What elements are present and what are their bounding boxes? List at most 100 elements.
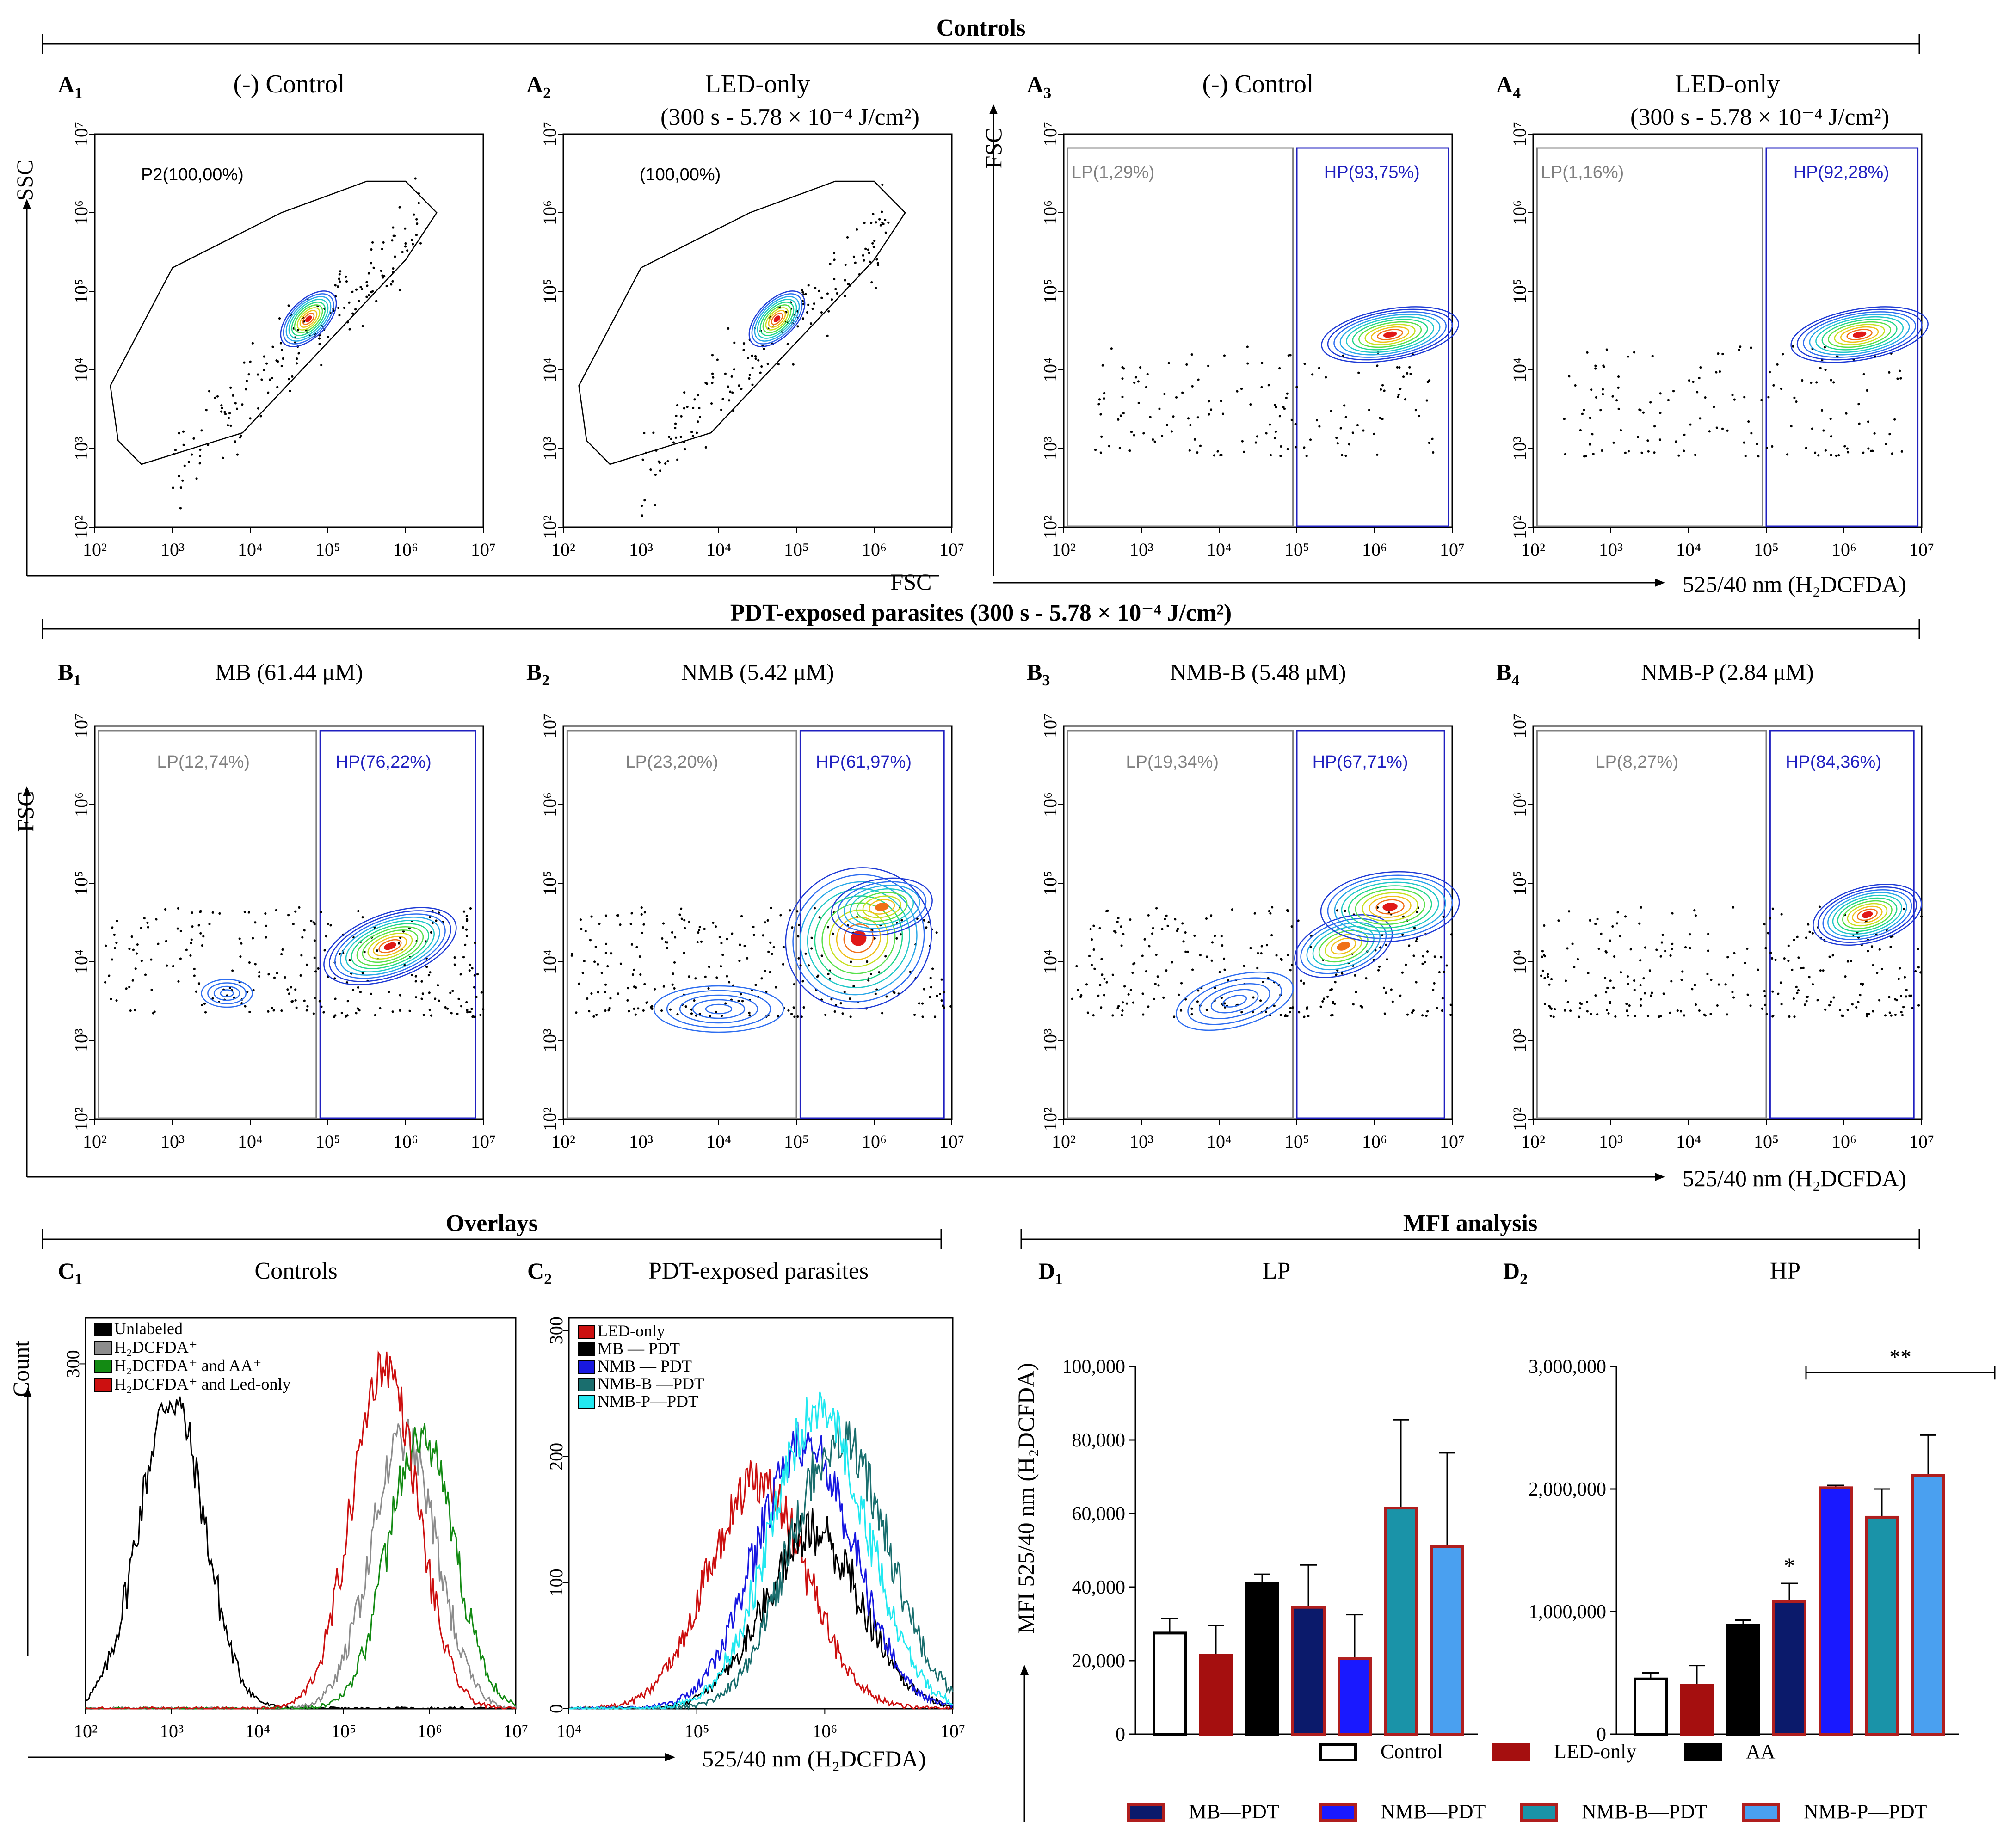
panel-A1-events-event <box>271 345 274 348</box>
panel-A3-events-event <box>1426 381 1429 383</box>
panel-B4-events-event <box>1594 923 1597 925</box>
panel-B4-events-event <box>1793 938 1795 941</box>
panel-A1-events-event <box>297 352 300 355</box>
panel-B1-events-event <box>150 988 153 991</box>
panel-A3-events-event <box>1325 376 1327 379</box>
panel-A2-events-event <box>674 422 677 425</box>
panel-B1-xtick-label: 10⁵ <box>315 1131 340 1152</box>
panel-A1-events-event <box>220 410 223 413</box>
panel-B3-events-event <box>1090 964 1093 966</box>
panel-B2-events-event <box>867 979 870 982</box>
panel-A2-events-event <box>868 252 870 254</box>
panel-B1-density-contour-0 <box>201 979 253 1008</box>
panel-B2-events-event <box>642 1009 645 1012</box>
panel-B1-events-event <box>238 937 241 940</box>
panel-B2-events-event <box>782 946 785 948</box>
panel-A2-events-event <box>683 441 685 443</box>
panel-B3-events-event <box>1265 944 1268 947</box>
panel-A2-events-event <box>733 368 735 371</box>
panel-A3-events-event <box>1428 442 1430 444</box>
panel-B1-events-event <box>327 922 329 925</box>
panel-A3-events-event <box>1117 418 1120 421</box>
panel-B1-events-event <box>345 981 349 984</box>
panel-B1-events-event <box>303 999 306 1002</box>
panel-B1-ytick-label: 10³ <box>71 1028 92 1052</box>
panel-B2-events-event <box>923 919 925 922</box>
panel-A1-density-contour-level <box>285 296 332 342</box>
panel-A3-events-event <box>1418 414 1420 418</box>
panel-A3-density-contour-level <box>1358 321 1422 348</box>
panel-B2-ytick-label: 10⁵ <box>539 871 560 896</box>
panel-A2-events-event <box>870 222 873 224</box>
panel-A2-events-event <box>876 262 879 265</box>
panel-B4-events-event <box>1769 917 1771 920</box>
panel-B4-events-event <box>1695 1003 1697 1006</box>
panel-B3-events-event <box>1089 928 1092 930</box>
panel-B2-events-event <box>590 992 593 995</box>
panel-A1-events-event <box>220 404 223 407</box>
panel-B3-events-event <box>1214 935 1216 937</box>
panel-A2-events-event <box>844 264 847 266</box>
panel-B4-events-event <box>1611 925 1614 928</box>
panel-B1-events-event <box>199 911 202 913</box>
panel-A1-label-letter: A <box>58 72 74 98</box>
panel-A1-events-event <box>417 202 420 204</box>
panel-B1-density-contour-1-level <box>378 939 402 954</box>
panel-A3-density-contour-level <box>1377 329 1403 340</box>
panel-B3-events-event <box>1097 994 1100 997</box>
panel-A3-xtick-label: 10⁷ <box>1440 539 1465 560</box>
panel-B4-events-event <box>1620 971 1622 974</box>
panel-A1-events-event <box>418 192 420 195</box>
panel-B4-events-event <box>1867 950 1869 953</box>
panel-B3-events-event <box>1210 914 1213 917</box>
panel-B3-density-contour-2-level <box>1375 899 1405 915</box>
panel-B3-events-event <box>1173 1015 1176 1018</box>
panel-A4-density-contour-level <box>1803 311 1916 358</box>
panel-B3-events-event <box>1113 930 1116 933</box>
panel-B2-events-event <box>874 992 877 995</box>
panel-B3-ytick-label: 10² <box>1040 1107 1060 1131</box>
panel-A3-events-event <box>1189 424 1192 426</box>
panel-B1-events <box>104 906 485 1018</box>
panel-A4-events-event <box>1579 429 1582 432</box>
panel-C2-legend-swatch-1 <box>578 1342 595 1356</box>
panel-A2-events-event <box>712 376 715 379</box>
panel-A1-events-event <box>278 317 281 320</box>
panel-A4-xtick-label: 10⁵ <box>1754 539 1779 560</box>
panel-B2-events-event <box>921 1002 924 1005</box>
legend-D-swatch-2 <box>1684 1743 1722 1761</box>
panel-A4-frame <box>1532 133 1923 528</box>
panel-D1-bar-6 <box>1430 1545 1464 1736</box>
panel-C2-xtick-label: 10⁴ <box>556 1721 581 1742</box>
panel-A4-events-event <box>1694 454 1697 456</box>
panel-B2-events-event <box>743 944 746 948</box>
panel-B1-events-event <box>333 977 336 980</box>
panel-A4-events-event <box>1688 379 1690 382</box>
panel-A2-events-event <box>727 399 731 402</box>
panel-B4-label-sub: 4 <box>1511 672 1519 689</box>
panel-B2-events-event <box>740 915 743 917</box>
panel-A2-events-event <box>676 404 679 406</box>
panel-A4-density-contour-level <box>1809 314 1910 356</box>
panel-B4-events-event <box>1914 970 1917 973</box>
panel-B2-density-contour-1-level <box>807 888 910 989</box>
panel-B1-events-event <box>176 927 179 930</box>
panel-B3-events-event <box>1378 965 1381 968</box>
panel-B2-events-event <box>695 1014 697 1017</box>
panel-A3-events-event <box>1278 415 1281 418</box>
panel-A4-events-event <box>1646 439 1649 442</box>
panel-A1-events-event <box>345 280 348 283</box>
panel-B2-events-event <box>726 938 728 941</box>
panel-B4-events-event <box>1579 1002 1582 1005</box>
panel-A4-events-event <box>1845 412 1848 415</box>
panel-B3-events-event <box>1190 1013 1193 1016</box>
panel-A3-events-event <box>1221 412 1225 415</box>
panel-A2-xtick-label: 10⁶ <box>862 539 887 560</box>
panel-B2-events-event <box>885 995 888 998</box>
panel-B3-events-event <box>1401 971 1404 974</box>
panel-B2-events-event <box>792 1006 795 1009</box>
panel-A4-events-event <box>1843 445 1846 448</box>
panel-A1-events-event <box>282 357 284 360</box>
panel-B2-events-event <box>698 929 701 931</box>
panel-B1-events-event <box>125 987 128 990</box>
